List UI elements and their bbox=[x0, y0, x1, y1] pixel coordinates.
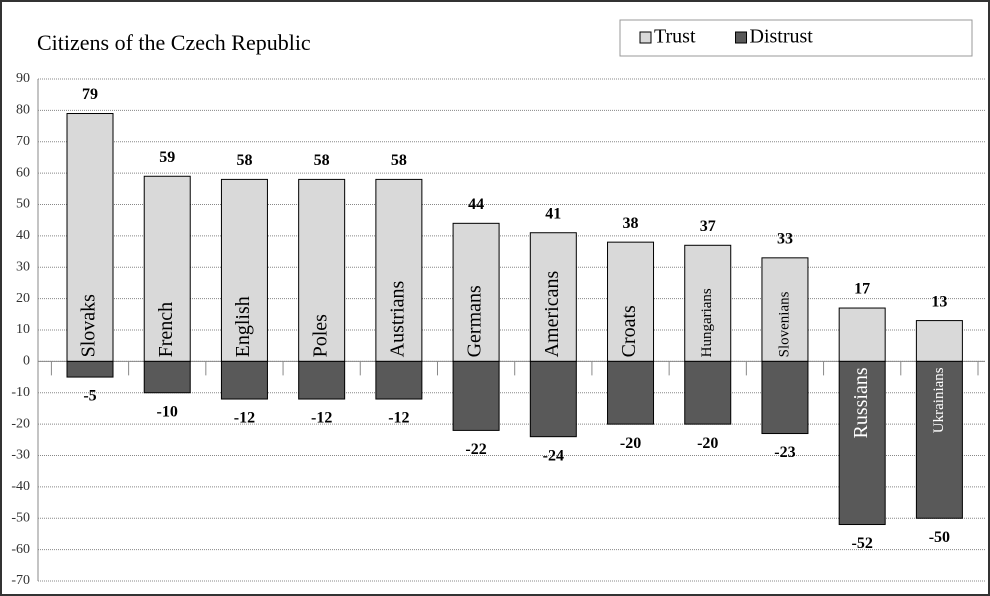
bar bbox=[529, 232, 577, 362]
bar bbox=[375, 360, 423, 400]
value-label: -10 bbox=[157, 403, 178, 420]
y-tick-label: 90 bbox=[16, 71, 30, 86]
bar bbox=[66, 360, 114, 378]
value-label: -5 bbox=[83, 388, 96, 405]
category-label: Slovaks bbox=[78, 294, 100, 358]
y-tick-label: 10 bbox=[16, 322, 30, 337]
bar bbox=[838, 307, 886, 362]
bar bbox=[143, 360, 191, 394]
bar bbox=[761, 360, 809, 435]
chart-title: Citizens of the Czech Republic bbox=[37, 30, 311, 55]
value-label: 33 bbox=[777, 231, 793, 248]
y-tick-label: 40 bbox=[16, 228, 30, 243]
value-label: -20 bbox=[697, 435, 718, 452]
category-label: Hungarians bbox=[699, 288, 715, 357]
value-label: -23 bbox=[774, 444, 795, 461]
legend-swatch bbox=[735, 31, 748, 44]
category-label: Slovenians bbox=[776, 291, 792, 357]
value-label: -24 bbox=[543, 447, 564, 464]
value-label: 58 bbox=[314, 152, 330, 169]
y-tick-label: -40 bbox=[11, 479, 30, 494]
bar bbox=[375, 178, 423, 362]
bar bbox=[452, 222, 500, 362]
value-label: 58 bbox=[391, 152, 407, 169]
bar bbox=[684, 244, 732, 362]
value-label: -12 bbox=[311, 410, 332, 427]
y-tick-label: -20 bbox=[11, 416, 30, 431]
value-label: 44 bbox=[468, 196, 484, 213]
value-label: -22 bbox=[465, 441, 486, 458]
bar bbox=[220, 360, 268, 400]
value-label: -52 bbox=[852, 535, 873, 552]
bar bbox=[529, 360, 577, 438]
category-label: Poles bbox=[309, 314, 331, 358]
category-label: Germans bbox=[464, 285, 486, 357]
value-label: -12 bbox=[388, 410, 409, 427]
value-label: 13 bbox=[931, 293, 947, 310]
bar bbox=[838, 360, 886, 526]
bar bbox=[143, 175, 191, 362]
y-tick-label: 70 bbox=[16, 134, 30, 149]
y-tick-label: 80 bbox=[16, 103, 30, 118]
value-label: -20 bbox=[620, 435, 641, 452]
value-label: 58 bbox=[236, 152, 252, 169]
y-tick-label: 20 bbox=[16, 291, 30, 306]
bar bbox=[607, 241, 655, 362]
y-tick-label: -50 bbox=[11, 510, 30, 525]
legend-swatch bbox=[639, 31, 652, 44]
bar bbox=[915, 320, 963, 362]
value-label: 41 bbox=[545, 205, 561, 222]
value-label: 38 bbox=[623, 215, 639, 232]
legend-label: Distrust bbox=[750, 26, 814, 48]
category-label: French bbox=[155, 302, 177, 358]
bar bbox=[452, 360, 500, 431]
legend bbox=[619, 19, 973, 57]
bar bbox=[684, 360, 732, 425]
value-label: 79 bbox=[82, 86, 98, 103]
y-tick-label: -60 bbox=[11, 542, 30, 557]
bar bbox=[66, 113, 114, 362]
category-label: Americans bbox=[541, 271, 563, 358]
bar bbox=[298, 360, 346, 400]
value-label: -50 bbox=[929, 529, 950, 546]
value-label: -12 bbox=[234, 410, 255, 427]
y-tick-label: 50 bbox=[16, 197, 30, 212]
value-label: 37 bbox=[700, 218, 716, 235]
bar bbox=[607, 360, 655, 425]
y-tick-label: -30 bbox=[11, 448, 30, 463]
bar bbox=[915, 360, 963, 519]
category-label: Ukrainians bbox=[931, 367, 947, 433]
category-label: Croats bbox=[618, 305, 640, 357]
y-tick-label: 30 bbox=[16, 259, 30, 274]
y-tick-label: 60 bbox=[16, 165, 30, 180]
value-label: 59 bbox=[159, 149, 175, 166]
value-label: 17 bbox=[854, 281, 870, 298]
y-tick-label: -10 bbox=[11, 385, 30, 400]
y-tick-label: 0 bbox=[23, 354, 30, 369]
category-label: English bbox=[232, 296, 254, 357]
category-label: Austrians bbox=[386, 280, 408, 357]
category-label: Russians bbox=[850, 367, 872, 438]
legend-label: Trust bbox=[654, 26, 696, 48]
y-tick-label: -70 bbox=[11, 573, 30, 588]
bar bbox=[761, 257, 809, 362]
